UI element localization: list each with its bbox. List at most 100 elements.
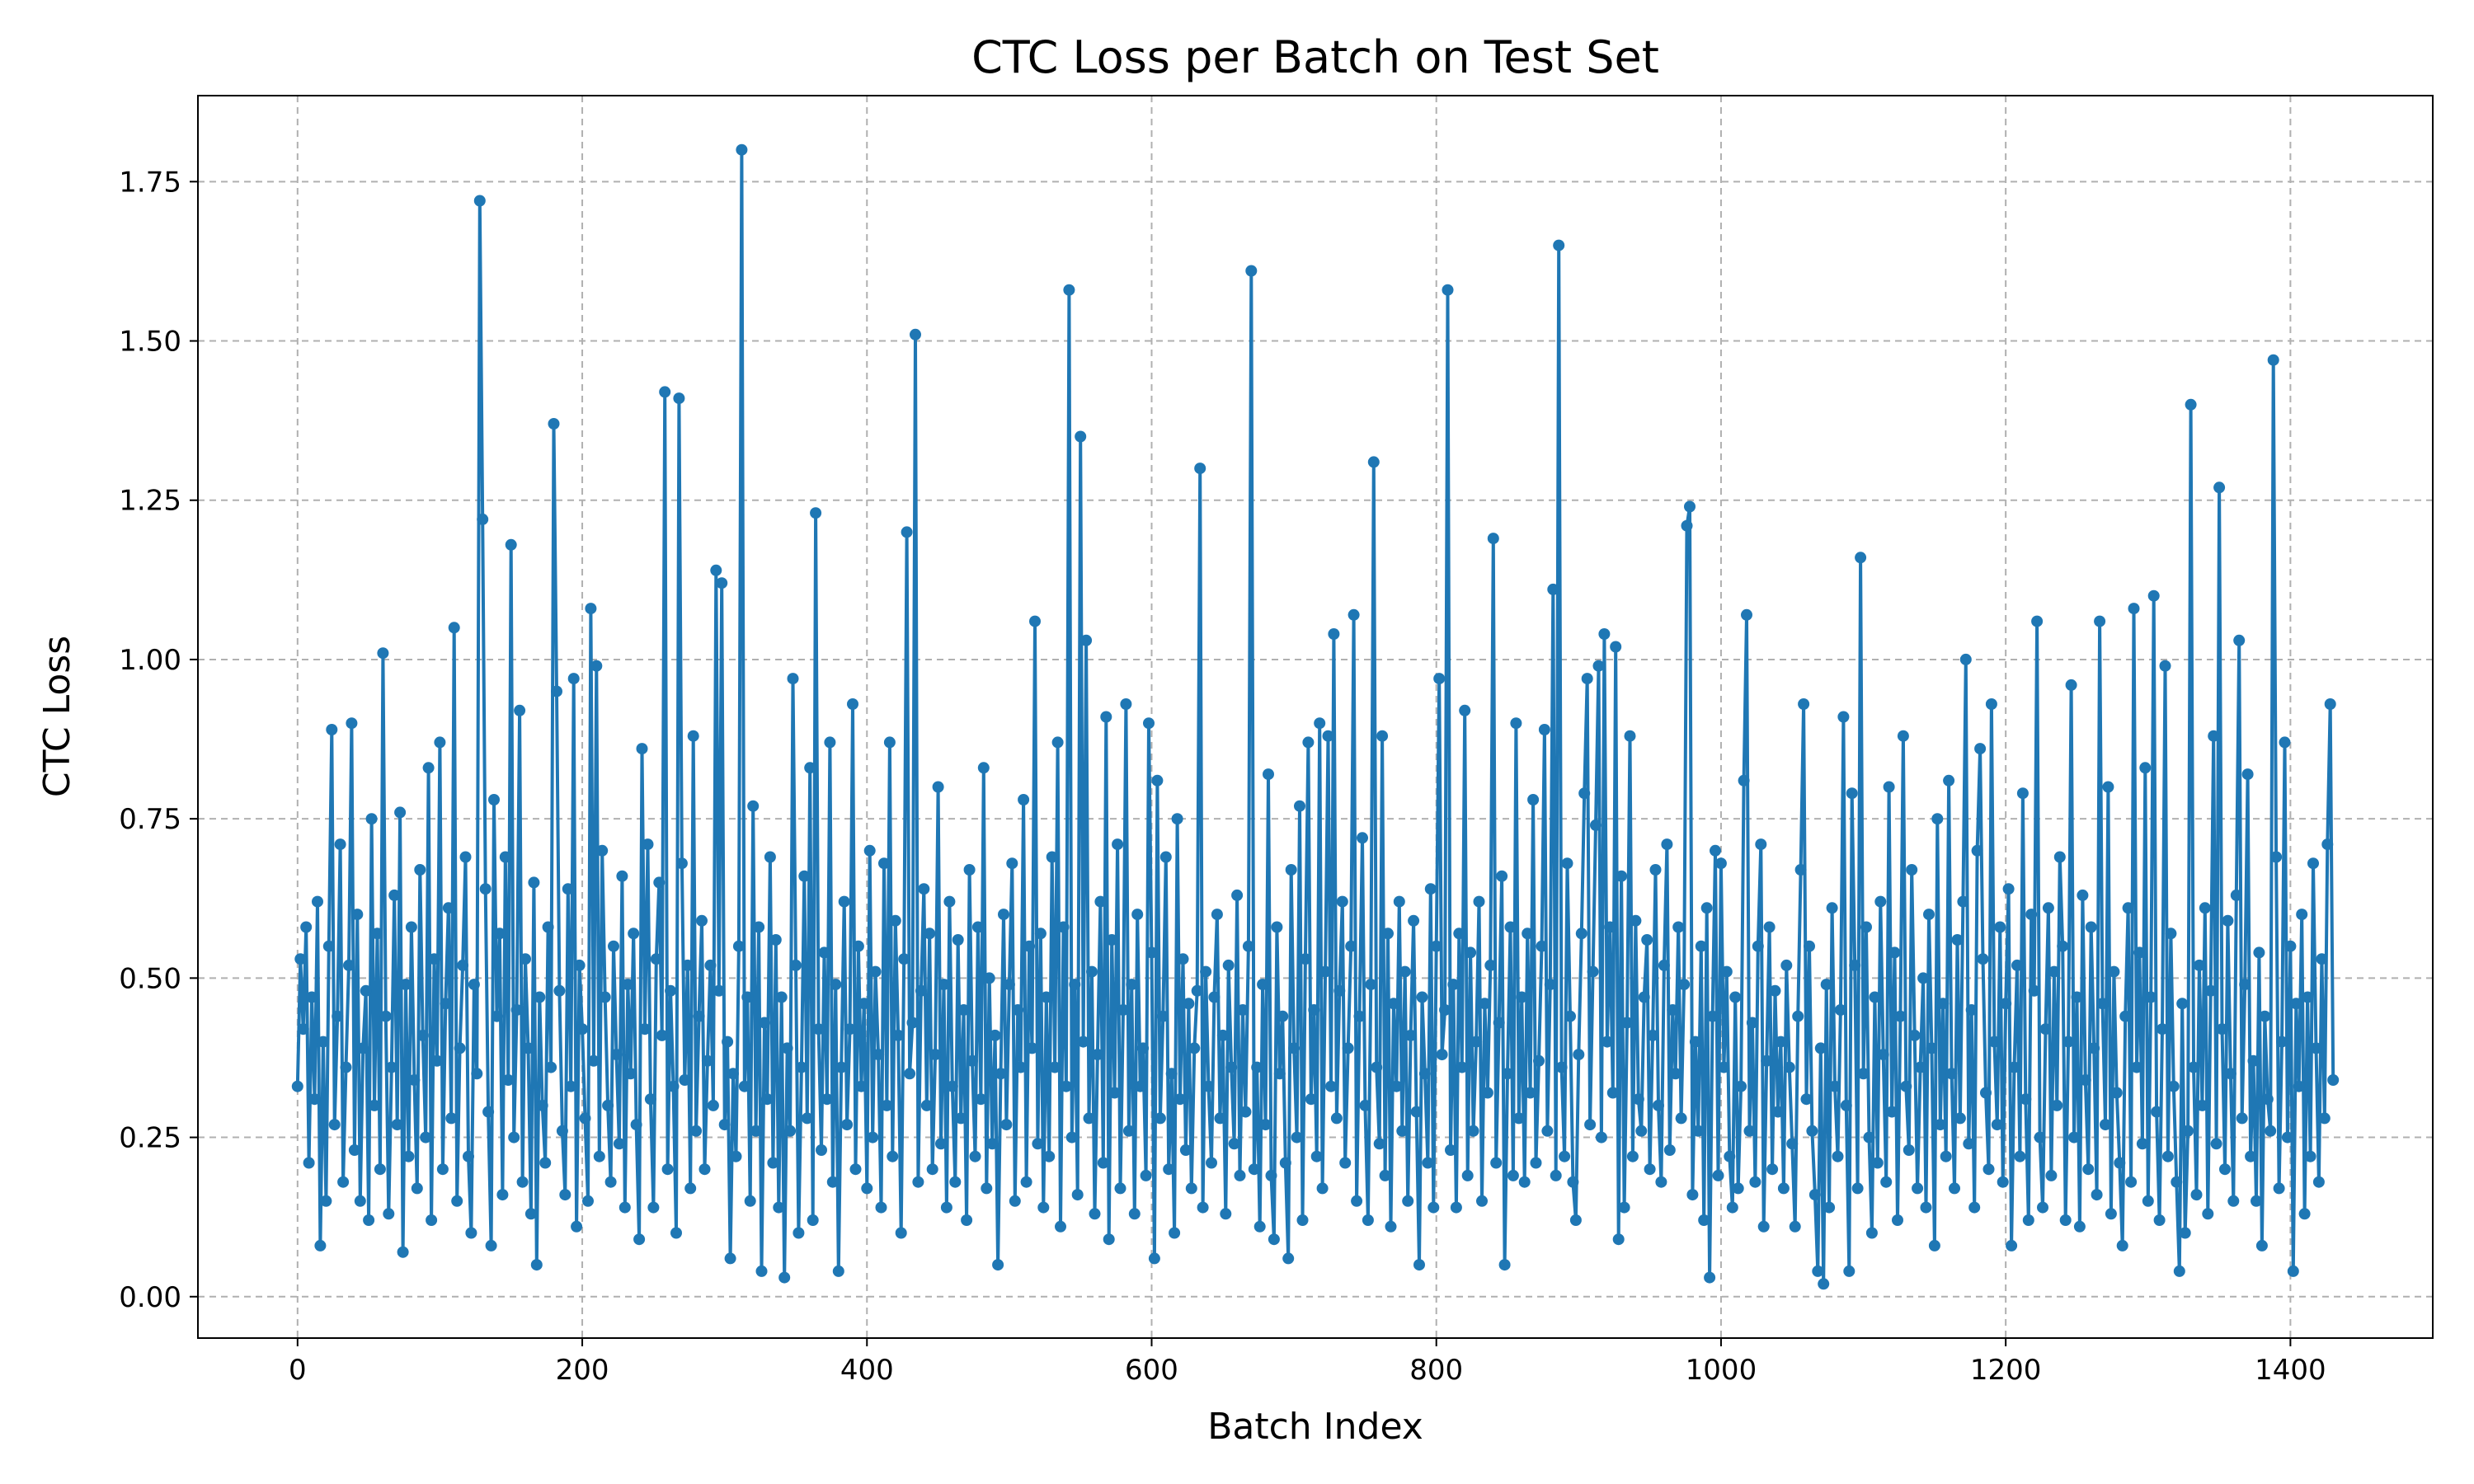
data-point: [496, 1189, 508, 1200]
data-point: [400, 979, 412, 990]
data-point: [1431, 941, 1442, 952]
data-point: [1553, 240, 1564, 251]
data-point: [337, 1176, 349, 1188]
data-point: [2057, 941, 2068, 952]
data-point: [867, 1132, 878, 1144]
data-point: [2313, 1176, 2325, 1188]
data-point: [559, 1189, 571, 1200]
data-point: [2162, 1151, 2174, 1162]
data-point: [412, 1182, 423, 1194]
data-point: [1766, 1163, 1778, 1175]
data-point: [2227, 1195, 2239, 1207]
data-point: [904, 1068, 915, 1079]
data-point: [651, 953, 662, 965]
data-point: [585, 603, 596, 614]
data-point: [2245, 1151, 2256, 1162]
data-point: [2031, 616, 2043, 627]
data-point: [1354, 1011, 1366, 1022]
data-point: [861, 1182, 872, 1194]
data-point: [2276, 1036, 2288, 1048]
data-point: [614, 1138, 625, 1149]
data-point: [702, 1055, 713, 1067]
data-point: [2048, 966, 2060, 978]
data-point: [2253, 946, 2265, 958]
data-point: [872, 1049, 884, 1060]
data-point: [1738, 775, 1750, 787]
data-point: [1333, 985, 1345, 997]
data-point: [1323, 730, 1334, 742]
data-point: [1055, 1221, 1066, 1233]
data-point: [793, 1228, 804, 1239]
data-point: [2222, 915, 2233, 927]
data-point: [631, 1119, 642, 1130]
data-point: [696, 915, 708, 927]
data-point: [1282, 1252, 1294, 1264]
data-point: [1886, 1106, 1898, 1118]
data-point: [1331, 1112, 1343, 1124]
data-point: [2154, 1214, 2166, 1226]
data-point: [2168, 1081, 2180, 1092]
data-point: [383, 1208, 394, 1219]
data-point: [984, 972, 995, 984]
data-point: [1829, 1081, 1841, 1092]
data-point: [1277, 1011, 1288, 1022]
data-point: [1351, 1195, 1362, 1207]
data-point: [1214, 1112, 1225, 1124]
data-point: [2054, 852, 2066, 863]
data-point: [292, 1081, 303, 1092]
data-point: [1043, 1151, 1055, 1162]
data-point: [619, 1202, 631, 1214]
data-point: [1109, 1087, 1121, 1099]
data-point: [2145, 992, 2157, 1003]
data-point: [349, 1144, 360, 1156]
data-point: [699, 1163, 711, 1175]
data-point: [1519, 1176, 1531, 1188]
data-point: [1874, 896, 1886, 908]
data-point: [1484, 960, 1496, 971]
data-point: [2006, 1240, 2017, 1252]
data-point: [1362, 1214, 1374, 1226]
data-point: [975, 1093, 986, 1105]
data-point: [1160, 852, 1172, 863]
data-point: [551, 686, 562, 697]
data-point: [1550, 1170, 1562, 1181]
data-point: [414, 864, 426, 876]
data-point: [2105, 1208, 2117, 1219]
data-point: [1100, 711, 1112, 723]
data-point: [1027, 1042, 1038, 1054]
data-point: [2051, 1100, 2062, 1111]
data-point: [341, 1062, 352, 1073]
data-point: [2003, 883, 2015, 895]
data-point: [2151, 1106, 2162, 1118]
data-point: [1729, 992, 1741, 1003]
data-point: [2321, 838, 2333, 850]
data-point: [514, 705, 525, 716]
data-point: [2225, 1068, 2236, 1079]
data-point: [1399, 966, 1411, 978]
data-point: [1790, 1221, 1801, 1233]
data-point: [1405, 1030, 1417, 1041]
data-point: [924, 928, 935, 939]
data-point: [1459, 705, 1470, 716]
data-point: [2270, 852, 2282, 863]
data-point: [1772, 1106, 1784, 1118]
data-point: [431, 1055, 443, 1067]
data-point: [802, 1112, 813, 1124]
data-point: [998, 909, 1009, 920]
data-point: [1231, 890, 1243, 901]
data-point: [574, 960, 586, 971]
data-point: [420, 1132, 431, 1144]
data-point: [417, 1030, 429, 1041]
data-point: [372, 928, 383, 939]
data-point: [1470, 1036, 1482, 1048]
data-point: [1169, 1228, 1180, 1239]
data-point: [1433, 673, 1445, 684]
data-point: [1972, 845, 1983, 857]
data-point: [477, 514, 488, 525]
data-point: [907, 1017, 919, 1029]
data-point: [1123, 1125, 1135, 1137]
data-point: [1260, 1119, 1272, 1130]
data-point: [1633, 1093, 1644, 1105]
data-point: [645, 1093, 656, 1105]
